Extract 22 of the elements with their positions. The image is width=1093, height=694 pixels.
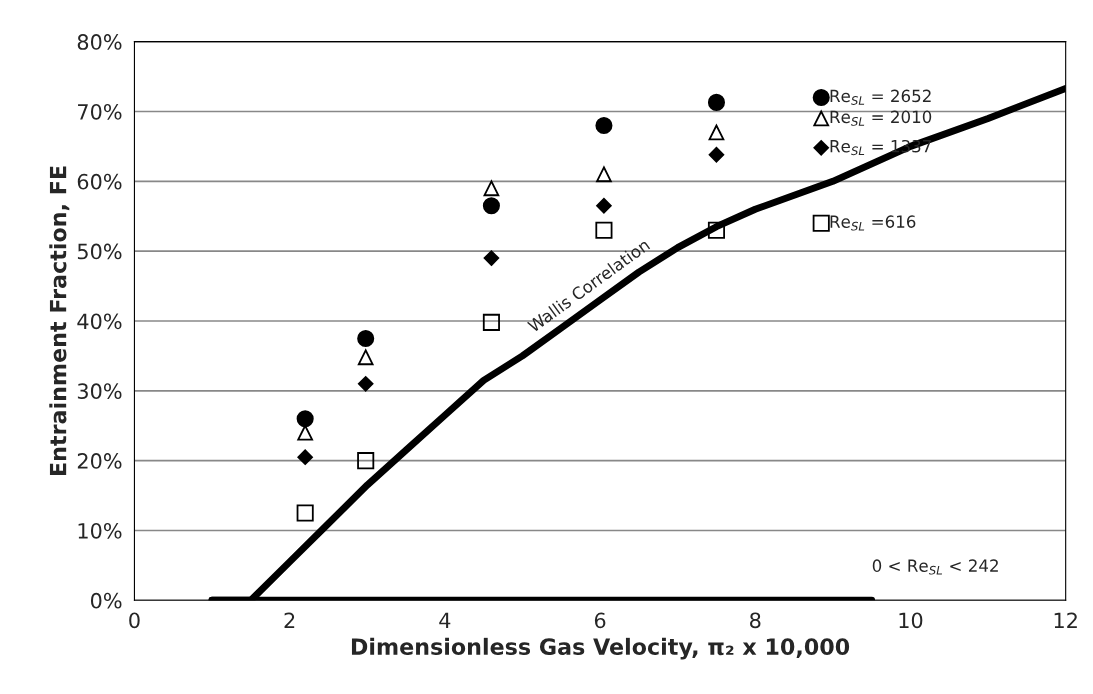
series-label: Re$_{SL}$ =616 <box>830 215 916 231</box>
series-label: Re$_{SL}$ = 2652 <box>830 89 931 105</box>
y-tick-label: 20% <box>77 453 122 469</box>
y-tick-label: 40% <box>77 313 122 330</box>
y-tick-label: 10% <box>78 522 122 539</box>
x-tick-label: 12 <box>1054 612 1077 628</box>
y-tick-label: 50% <box>77 243 122 260</box>
x-tick-label: 6 <box>594 612 606 629</box>
x-tick-label: 10 <box>899 612 923 629</box>
x-tick-label: 4 <box>439 612 451 628</box>
series-label: 0 < Re$_{SL}$ < 242 <box>872 559 998 575</box>
x-tick-label: 8 <box>750 612 761 629</box>
y-tick-label: 30% <box>77 383 122 400</box>
series-label: Re$_{SL}$ = 2010 <box>830 110 932 126</box>
y-axis-title: Entrainment Fraction, FE <box>49 166 70 476</box>
y-tick-label: 0% <box>90 592 122 609</box>
y-tick-label: 70% <box>78 103 122 120</box>
y-tick-label: 60% <box>77 173 122 190</box>
y-tick-label: 80% <box>77 34 122 50</box>
x-tick-label: 0 <box>129 612 140 629</box>
x-tick-label: 2 <box>284 612 295 628</box>
x-axis-title: Dimensionless Gas Velocity, π₂ x 10,000 <box>351 637 850 660</box>
